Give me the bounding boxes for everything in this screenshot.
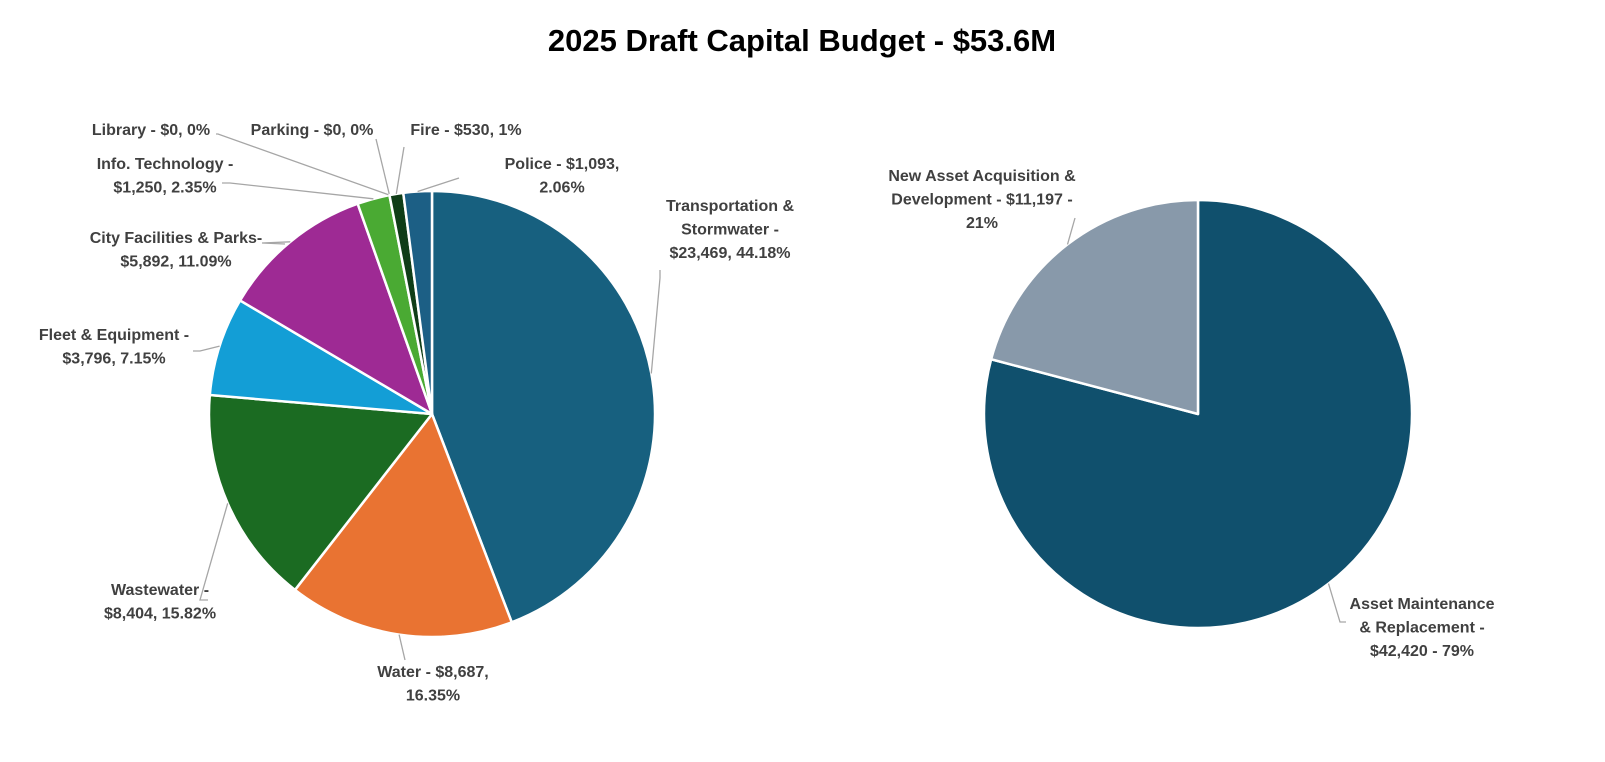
data-label-parking: Parking - $0, 0% — [251, 122, 374, 139]
pie-slice-new-asset-acquisition-development — [989, 198, 1200, 416]
data-label-library: Library - $0, 0% — [92, 122, 210, 139]
data-label-transportation-stormwater: Transportation & Stormwater -$23,469, 44.… — [666, 198, 794, 262]
pie-slice-water — [293, 412, 513, 639]
leader-line-library — [216, 133, 390, 196]
leader-line-asset-maintenance-replacement — [1327, 583, 1346, 623]
data-label-fleet-equipment: Fleet & Equipment -$3,796, 7.15% — [39, 327, 189, 368]
leader-line-wastewater — [199, 503, 229, 601]
type-pie-chart: Asset Maintenance & Replacement -$42,420 … — [888, 168, 1494, 660]
pie-slice-fleet-equipment — [208, 299, 434, 416]
data-label-asset-maintenance-replacement: Asset Maintenance & Replacement -$42,420 … — [1350, 596, 1495, 660]
data-label-info-technology: Info. Technology -$1,250, 2.35% — [97, 156, 234, 197]
data-label-police: Police - $1,093, 2.06% — [505, 156, 620, 197]
leader-line-water — [398, 634, 406, 661]
data-label-water: Water - $8,687, 16.35% — [377, 664, 488, 705]
pie-slice-city-facilities-parks — [238, 202, 434, 416]
leader-line-parking — [375, 138, 391, 196]
leader-line-police — [417, 177, 460, 193]
chart-title: 2025 Draft Capital Budget - $53.6M — [548, 23, 1056, 58]
leader-line-transportation-stormwater — [650, 270, 661, 374]
category-pie-chart: Transportation & Stormwater -$23,469, 44.… — [39, 122, 795, 705]
leader-line-city-facilities-parks — [261, 241, 291, 245]
leader-line-info-technology — [222, 182, 374, 200]
leader-line-new-asset-acquisition-development — [1066, 217, 1076, 245]
data-label-wastewater: Wastewater -$8,404, 15.82% — [104, 582, 216, 623]
data-label-fire: Fire - $530, 1% — [410, 122, 521, 139]
leader-line-fire — [395, 146, 405, 195]
data-label-new-asset-acquisition-development: New Asset Acquisition & Development - $11… — [888, 168, 1076, 232]
leader-line-fleet-equipment — [193, 345, 220, 352]
data-label-city-facilities-parks: City Facilities & Parks-$5,892, 11.09% — [90, 230, 263, 271]
